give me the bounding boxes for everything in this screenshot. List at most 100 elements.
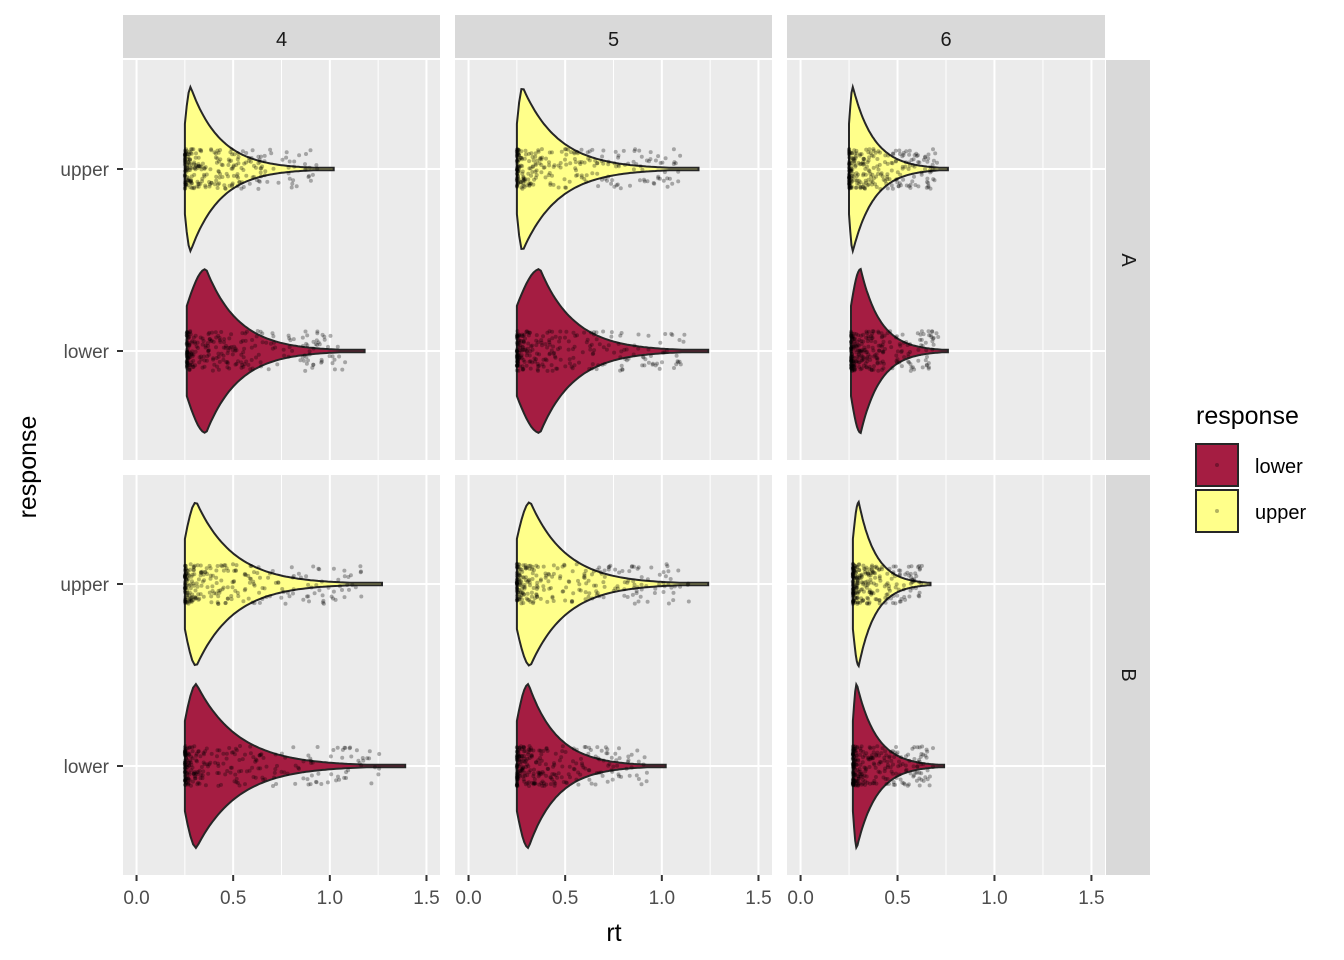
jitter-point xyxy=(200,773,205,778)
jitter-point xyxy=(851,584,856,589)
jitter-point xyxy=(189,178,193,183)
jitter-point xyxy=(848,181,853,186)
jitter-point xyxy=(514,363,519,368)
jitter-point xyxy=(344,770,349,775)
jitter-point xyxy=(556,347,560,352)
jitter-point xyxy=(902,782,907,787)
jitter-point xyxy=(856,342,860,347)
jitter-point xyxy=(529,344,533,349)
jitter-point xyxy=(624,766,629,771)
jitter-point xyxy=(917,776,922,781)
jitter-point xyxy=(519,354,523,359)
jitter-point xyxy=(527,784,531,788)
jitter-point xyxy=(183,782,188,787)
jitter-point xyxy=(193,155,198,160)
jitter-point xyxy=(850,368,855,373)
jitter-point xyxy=(514,775,519,780)
jitter-point xyxy=(291,591,295,596)
jitter-point xyxy=(525,591,530,596)
jitter-point xyxy=(899,597,904,601)
jitter-point xyxy=(861,781,865,786)
jitter-point xyxy=(669,585,674,590)
jitter-point xyxy=(184,167,189,172)
jitter-point xyxy=(186,363,191,368)
y-tick-label: lower xyxy=(64,342,110,363)
jitter-point xyxy=(653,158,658,163)
jitter-points-lower xyxy=(514,744,649,788)
jitter-point xyxy=(214,160,219,165)
jitter-point xyxy=(662,584,667,589)
jitter-point xyxy=(185,593,190,598)
jitter-point xyxy=(613,149,618,154)
jitter-point xyxy=(514,763,519,768)
jitter-point xyxy=(881,177,886,182)
jitter-point xyxy=(516,590,521,595)
jitter-point xyxy=(597,770,602,775)
jitter-point xyxy=(182,751,187,755)
jitter-point xyxy=(873,565,877,570)
jitter-point xyxy=(185,595,190,599)
jitter-point xyxy=(567,179,572,184)
jitter-point xyxy=(192,770,197,775)
jitter-point xyxy=(869,336,874,341)
jitter-point xyxy=(558,574,563,579)
jitter-point xyxy=(182,572,187,577)
jitter-point xyxy=(919,777,924,782)
jitter-point xyxy=(527,580,532,585)
jitter-point xyxy=(850,595,855,600)
jitter-point xyxy=(870,180,875,185)
jitter-point xyxy=(229,765,234,770)
jitter-point xyxy=(249,358,254,362)
jitter-point xyxy=(556,163,561,168)
jitter-point xyxy=(636,599,641,604)
jitter-point xyxy=(601,595,606,600)
jitter-point xyxy=(537,161,542,166)
jitter-point xyxy=(875,157,880,161)
jitter-point xyxy=(853,564,858,568)
jitter-point xyxy=(196,592,201,597)
jitter-point xyxy=(527,159,532,164)
jitter-point xyxy=(540,155,545,160)
jitter-point xyxy=(855,745,859,750)
jitter-point xyxy=(606,763,611,768)
jitter-point xyxy=(910,746,915,751)
jitter-point xyxy=(578,588,583,593)
jitter-point xyxy=(515,577,519,582)
jitter-point xyxy=(547,340,552,345)
jitter-point xyxy=(534,593,539,597)
jitter-point xyxy=(262,153,267,158)
jitter-point xyxy=(182,186,187,191)
jitter-point xyxy=(518,774,523,779)
jitter-point xyxy=(209,338,214,343)
jitter-point xyxy=(187,355,191,360)
jitter-point xyxy=(851,568,856,573)
jitter-point xyxy=(199,167,204,172)
jitter-point xyxy=(852,749,857,753)
jitter-point xyxy=(909,564,914,569)
jitter-point xyxy=(223,601,228,606)
jitter-point xyxy=(308,178,313,183)
jitter-point xyxy=(202,172,206,177)
jitter-point xyxy=(919,172,924,177)
jitter-point xyxy=(266,367,271,372)
jitter-point xyxy=(871,176,876,181)
jitter-point xyxy=(571,766,576,771)
col-strip xyxy=(123,15,440,58)
jitter-point xyxy=(850,336,855,341)
jitter-point xyxy=(891,601,895,605)
jitter-point xyxy=(908,588,913,593)
jitter-point xyxy=(599,748,604,753)
jitter-point xyxy=(872,570,876,575)
jitter-point xyxy=(198,570,203,575)
jitter-point xyxy=(856,581,861,586)
jitter-point xyxy=(857,350,862,354)
jitter-point xyxy=(603,176,608,181)
jitter-point xyxy=(293,781,298,786)
jitter-point xyxy=(187,751,192,756)
jitter-point xyxy=(514,167,519,172)
jitter-point xyxy=(306,753,311,758)
jitter-point xyxy=(534,583,539,588)
jitter-point xyxy=(184,572,189,577)
jitter-point xyxy=(869,580,873,585)
jitter-point xyxy=(855,578,860,583)
